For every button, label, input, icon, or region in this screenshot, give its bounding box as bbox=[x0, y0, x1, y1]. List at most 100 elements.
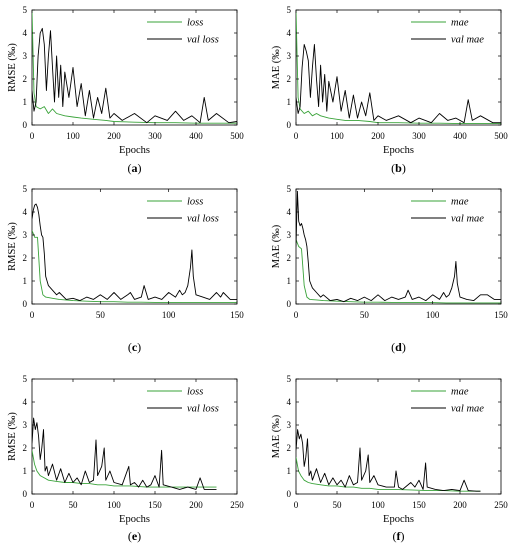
panel-label-close: ) bbox=[138, 161, 142, 175]
x-tick-label: 400 bbox=[453, 131, 467, 141]
x-tick-label: 300 bbox=[148, 131, 162, 141]
y-tick-label: 0 bbox=[23, 489, 28, 499]
y-tick-label: 0 bbox=[23, 299, 28, 309]
x-tick-label: 0 bbox=[30, 131, 35, 141]
y-tick-label: 3 bbox=[287, 230, 292, 240]
x-tick-label: 200 bbox=[371, 131, 385, 141]
x-tick-label: 0 bbox=[30, 310, 35, 320]
y-tick-label: 1 bbox=[287, 97, 292, 107]
y-tick-label: 1 bbox=[287, 466, 292, 476]
x-tick-label: 300 bbox=[412, 131, 426, 141]
y-axis-label: MAE (‰) bbox=[271, 224, 282, 268]
y-tick-label: 3 bbox=[23, 51, 28, 61]
panel-label-letter: f bbox=[397, 529, 402, 543]
y-tick-label: 5 bbox=[23, 184, 28, 194]
y-axis-label: RMSE (‰) bbox=[7, 412, 18, 461]
x-tick-label: 0 bbox=[294, 500, 299, 510]
panel-label-open: ( bbox=[128, 529, 132, 543]
x-tick-label: 50 bbox=[96, 310, 106, 320]
y-tick-label: 3 bbox=[287, 51, 292, 61]
y-tick-label: 2 bbox=[287, 443, 292, 453]
panel-label: (e) bbox=[128, 529, 141, 543]
plot-frame bbox=[295, 378, 502, 495]
x-tick-label: 100 bbox=[66, 131, 80, 141]
series-line-mae bbox=[296, 457, 481, 492]
series-line-val-mae bbox=[296, 44, 501, 124]
x-tick-label: 200 bbox=[107, 131, 121, 141]
y-tick-label: 3 bbox=[23, 230, 28, 240]
x-tick-label: 100 bbox=[330, 131, 344, 141]
legend-label: mae bbox=[451, 387, 469, 398]
x-axis-label: Epochs bbox=[119, 514, 150, 525]
panel-label-letter: a bbox=[132, 161, 138, 175]
x-tick-label: 150 bbox=[148, 500, 162, 510]
legend-label: loss bbox=[187, 387, 203, 398]
legend-label: mae bbox=[451, 18, 469, 29]
panel-label-close: ) bbox=[402, 340, 406, 354]
y-tick-label: 0 bbox=[287, 120, 292, 130]
y-tick-label: 5 bbox=[23, 5, 28, 15]
series-line-loss bbox=[32, 10, 237, 124]
series-line-val-mae bbox=[296, 190, 501, 303]
x-tick-label: 200 bbox=[453, 500, 467, 510]
y-tick-label: 3 bbox=[287, 420, 292, 430]
legend-label: val loss bbox=[187, 214, 219, 225]
series-line-val-loss bbox=[32, 417, 217, 490]
legend-label: mae bbox=[451, 197, 469, 208]
series-line-mae bbox=[296, 239, 501, 304]
panel-label-close: ) bbox=[137, 529, 141, 543]
x-tick-label: 200 bbox=[189, 500, 203, 510]
x-tick-label: 50 bbox=[333, 500, 343, 510]
panel-label-open: ( bbox=[393, 529, 397, 543]
y-tick-label: 0 bbox=[287, 489, 292, 499]
panel-label-open: ( bbox=[128, 340, 132, 354]
x-tick-label: 0 bbox=[30, 500, 35, 510]
legend-label: val mae bbox=[451, 214, 484, 225]
y-tick-label: 0 bbox=[287, 299, 292, 309]
series-line-val-mae bbox=[296, 429, 481, 492]
series-line-val-loss bbox=[32, 27, 237, 124]
panel-label-open: ( bbox=[391, 340, 395, 354]
plot-frame bbox=[295, 188, 502, 305]
y-tick-label: 0 bbox=[23, 120, 28, 130]
x-axis-label: Epochs bbox=[383, 514, 414, 525]
y-tick-label: 5 bbox=[23, 374, 28, 384]
panel-label-open: ( bbox=[391, 161, 395, 175]
legend-label: val loss bbox=[187, 35, 219, 46]
legend-label: loss bbox=[187, 197, 203, 208]
x-tick-label: 400 bbox=[189, 131, 203, 141]
panel-label-close: ) bbox=[137, 340, 141, 354]
legend-label: val loss bbox=[187, 404, 219, 415]
y-tick-label: 1 bbox=[23, 97, 28, 107]
y-axis-label: RMSE (‰) bbox=[7, 222, 18, 271]
x-tick-label: 100 bbox=[162, 310, 176, 320]
panel-label-letter: d bbox=[395, 340, 402, 354]
x-tick-label: 150 bbox=[412, 500, 426, 510]
x-axis-label: Epochs bbox=[383, 145, 414, 156]
x-tick-label: 50 bbox=[69, 500, 79, 510]
panel-label-letter: b bbox=[395, 161, 402, 175]
panel-label: (f) bbox=[393, 529, 405, 543]
y-tick-label: 5 bbox=[287, 5, 292, 15]
y-tick-label: 4 bbox=[23, 28, 28, 38]
y-tick-label: 1 bbox=[23, 466, 28, 476]
y-axis-label: RMSE (‰) bbox=[7, 43, 18, 92]
y-tick-label: 5 bbox=[287, 184, 292, 194]
y-tick-label: 5 bbox=[287, 374, 292, 384]
x-tick-label: 500 bbox=[494, 131, 508, 141]
legend-label: val mae bbox=[451, 35, 484, 46]
chart-panel-b: 0 100 200 300 400 500 0 1 2 3 4 5 MAE (‰) Epochs mae va… bbox=[271, 5, 508, 175]
x-tick-label: 0 bbox=[294, 131, 299, 141]
panel-label-close: ) bbox=[402, 161, 406, 175]
y-tick-label: 4 bbox=[23, 397, 28, 407]
x-tick-label: 250 bbox=[230, 500, 244, 510]
x-tick-label: 100 bbox=[371, 500, 385, 510]
series-line-loss bbox=[32, 450, 217, 488]
plot-frame bbox=[31, 188, 238, 305]
panel-label-letter: e bbox=[132, 529, 138, 543]
y-tick-label: 2 bbox=[23, 74, 28, 84]
panel-label-close: ) bbox=[401, 529, 405, 543]
y-tick-label: 4 bbox=[287, 397, 292, 407]
panel-label: (d) bbox=[391, 340, 406, 354]
